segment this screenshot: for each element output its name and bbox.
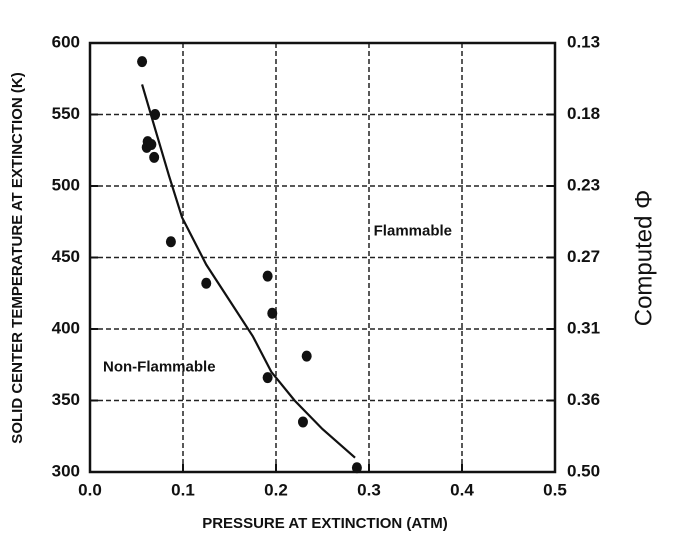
y-tick-label: 550 bbox=[52, 104, 80, 123]
y2-tick-label: 0.36 bbox=[567, 390, 600, 409]
annotation: Non-Flammable bbox=[103, 359, 216, 376]
y2-tick-label: 0.31 bbox=[567, 318, 600, 337]
data-point bbox=[137, 56, 148, 68]
data-point bbox=[351, 462, 362, 474]
plot-frame bbox=[88, 41, 557, 474]
x-tick-label: 0.5 bbox=[543, 480, 567, 499]
y-tick-label: 400 bbox=[52, 318, 80, 337]
data-point bbox=[146, 139, 157, 151]
data-point bbox=[267, 307, 278, 319]
fit-curve bbox=[141, 84, 356, 459]
annotation: Flammable bbox=[374, 223, 452, 240]
y-tick-label: 500 bbox=[52, 175, 80, 194]
x-tick-label: 0.3 bbox=[357, 480, 381, 499]
x-tick-label: 0.2 bbox=[264, 480, 288, 499]
x-tick-label: 0.0 bbox=[78, 480, 102, 499]
y-tick-label: 350 bbox=[52, 390, 80, 409]
y2-tick-label: 0.27 bbox=[567, 247, 600, 266]
y-tick-label: 300 bbox=[52, 461, 80, 480]
y2-tick-label: 0.13 bbox=[567, 32, 600, 51]
x-tick-label: 0.1 bbox=[171, 480, 195, 499]
y2-tick-label: 0.23 bbox=[567, 175, 600, 194]
y-axis-label: SOLID CENTER TEMPERATURE AT EXTINCTION (… bbox=[9, 72, 26, 443]
x-axis-label: PRESSURE AT EXTINCTION (ATM) bbox=[202, 515, 448, 532]
data-point bbox=[262, 372, 273, 384]
data-point bbox=[301, 350, 312, 362]
y2-axis-label: Computed Φ bbox=[630, 190, 657, 327]
y2-tick-label: 0.18 bbox=[567, 104, 600, 123]
data-point bbox=[150, 109, 161, 120]
data-point bbox=[149, 151, 160, 163]
data-point bbox=[297, 416, 308, 428]
data-point bbox=[165, 236, 176, 248]
data-point bbox=[201, 277, 212, 289]
data-point bbox=[262, 270, 273, 282]
y-tick-label: 600 bbox=[52, 32, 80, 51]
x-tick-label: 0.4 bbox=[450, 480, 474, 499]
y-tick-label: 450 bbox=[52, 247, 80, 266]
y2-tick-label: 0.50 bbox=[567, 461, 600, 480]
